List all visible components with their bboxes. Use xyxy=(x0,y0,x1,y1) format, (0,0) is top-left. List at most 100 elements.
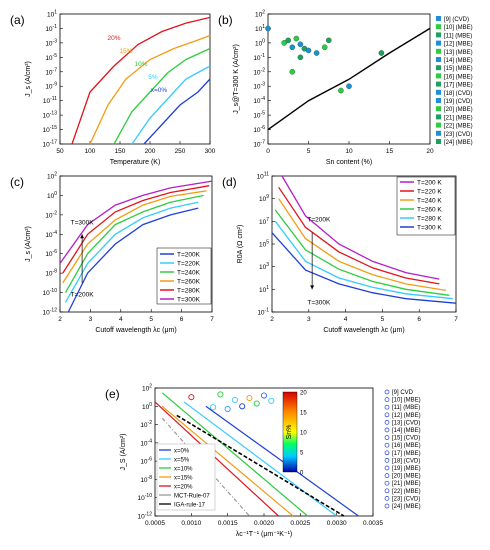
series-line-3 xyxy=(131,65,211,145)
legend-entry: [15] (MBE) xyxy=(444,66,473,72)
y-tick-label: 101 xyxy=(259,285,269,294)
y-axis-label: J_S (A/cm²) xyxy=(120,434,127,471)
y-tick-label: 10-6 xyxy=(45,249,57,258)
legend-entry: [17] (MBE) xyxy=(392,451,421,457)
legend-marker xyxy=(384,389,390,395)
legend-marker xyxy=(436,32,441,38)
legend-entry: T=240K xyxy=(177,270,201,277)
legend-marker xyxy=(436,57,441,62)
x-tick-label: 150 xyxy=(115,148,126,155)
x-tick-label: 0.0010 xyxy=(181,520,201,527)
y-axis-label: J_s (A/cm²) xyxy=(25,61,32,97)
annotation-bottom: T=200K xyxy=(71,292,95,299)
legend-entry: x=0% xyxy=(174,449,190,455)
legend-marker xyxy=(436,40,441,46)
x-tick-label: 4 xyxy=(119,316,123,323)
y-tick-label: 10-13 xyxy=(43,111,58,120)
series-line-1 xyxy=(64,201,199,303)
legend-box xyxy=(156,247,212,305)
data-point xyxy=(321,44,328,51)
data-point xyxy=(224,405,231,413)
y-tick-label: 1011 xyxy=(257,172,270,181)
y-tick-label: 10-10 xyxy=(138,493,153,502)
legend-entry: x=15% xyxy=(174,476,193,482)
y-tick-label: 10-1 xyxy=(45,24,57,33)
legend-marker xyxy=(384,450,390,456)
y-tick-label: 10-2 xyxy=(253,67,265,76)
legend-marker xyxy=(436,65,441,71)
legend-entry: T=220 K xyxy=(417,189,442,196)
data-point xyxy=(260,392,268,399)
data-point xyxy=(253,400,260,407)
legend-entry: [12] (MBE) xyxy=(444,42,473,48)
series-line-2 xyxy=(113,47,211,145)
x-axis-label: λc⁻¹T⁻¹ (μm⁻¹K⁻¹) xyxy=(236,531,293,538)
legend-marker xyxy=(384,496,390,501)
data-point xyxy=(289,44,296,51)
trend-line xyxy=(154,401,279,517)
panel-c: 2 3 4 5 6 7 102 100 10-2 10-4 10-6 10-8 10-10 10-12 Cu… xyxy=(10,172,214,335)
legend-entry: [11] (MBE) xyxy=(392,405,420,411)
legend-marker xyxy=(384,480,390,486)
panel-label: (d) xyxy=(222,175,237,189)
y-tick-label: 101 xyxy=(47,10,57,19)
x-tick-label: 7 xyxy=(210,316,214,323)
data-point xyxy=(217,391,224,398)
y-tick-label: 100 xyxy=(255,38,265,47)
x-tick-label: 0.0030 xyxy=(327,520,347,527)
data-point xyxy=(293,35,300,42)
reference-line xyxy=(267,27,431,131)
series-line-3 xyxy=(62,190,207,284)
legend-marker xyxy=(384,427,390,433)
panel-a: 50 100 150 200 250 300 101 10-1 10-3 10-5 10-7 10-9… xyxy=(10,10,216,167)
y-tick-label: 10-7 xyxy=(253,140,265,149)
y-tick-label: 10-12 xyxy=(43,308,58,317)
y-tick-label: 10-10 xyxy=(43,288,58,297)
x-tick-label: 2 xyxy=(270,316,274,323)
x-tick-label: 5 xyxy=(149,316,153,323)
legend-marker xyxy=(384,473,390,478)
legend-entry: [9] (CVD) xyxy=(444,17,469,23)
legend-entry: [24] (MBE) xyxy=(444,140,473,146)
series-label: 15% xyxy=(119,48,132,55)
trend-line xyxy=(205,405,359,517)
x-tick-label: 0.0035 xyxy=(363,520,383,527)
legend-marker xyxy=(384,503,390,509)
x-axis-label: Temperature (K) xyxy=(110,159,161,166)
legend-marker xyxy=(384,458,390,463)
data-point xyxy=(378,50,385,56)
x-tick-label: 20 xyxy=(426,148,434,155)
legend-entry: [17] (MBE) xyxy=(444,83,473,89)
legend-entry: [19] (CVD) xyxy=(444,99,472,105)
legend-marker xyxy=(384,442,390,448)
y-tick-label: 10-3 xyxy=(253,82,265,91)
panel-e: 0.0005 0.0010 0.0015 0.0020 0.0025 0.0030 0.00… xyxy=(105,384,421,539)
series-line-0 xyxy=(67,207,199,313)
data-point xyxy=(231,396,238,403)
legend-entry: [20] (MBE) xyxy=(392,474,421,480)
legend-entry: T=260 K xyxy=(417,207,442,214)
legend-entry: x=5% xyxy=(174,458,190,464)
x-tick-label: 300 xyxy=(205,148,216,155)
panel-label: (a) xyxy=(10,13,25,27)
series-label: x=0% xyxy=(151,87,168,94)
y-tick-label: 10-12 xyxy=(138,512,153,521)
colorbar xyxy=(282,391,298,473)
legend-marker xyxy=(436,48,441,54)
legend-entry: [13] (CVD) xyxy=(392,420,420,426)
series-line-0 xyxy=(281,175,440,280)
y-tick-label: 10-5 xyxy=(45,53,57,62)
data-point xyxy=(188,394,195,401)
series-line-4 xyxy=(62,185,210,274)
legend-marker xyxy=(436,16,441,21)
legend-entry: T=220K xyxy=(177,261,201,268)
colorbar-tick: 20 xyxy=(300,391,307,397)
legend-marker xyxy=(384,397,390,402)
data-point xyxy=(346,83,352,90)
legend-marker xyxy=(384,465,390,471)
data-point xyxy=(297,54,304,61)
panel-label: (b) xyxy=(218,13,233,27)
colorbar-tick: 10 xyxy=(300,431,307,437)
y-tick-label: 100 xyxy=(47,191,57,200)
legend-box xyxy=(396,176,456,236)
